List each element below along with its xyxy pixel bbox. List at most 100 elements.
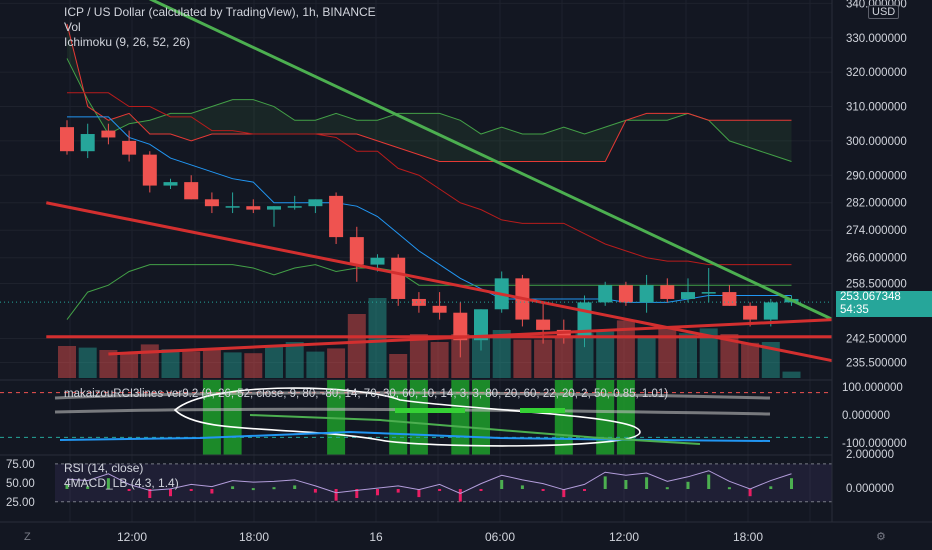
volume-bar bbox=[658, 326, 677, 378]
rci-highlight-bar bbox=[409, 380, 428, 455]
currency-button[interactable]: USD bbox=[868, 5, 900, 19]
candle-body bbox=[184, 182, 199, 200]
volume-bar bbox=[58, 346, 76, 378]
rsi-legend: RSI (14, close) bbox=[64, 461, 144, 475]
candle-body bbox=[660, 285, 675, 299]
rci-line bbox=[249, 414, 701, 445]
volume-bar bbox=[513, 339, 532, 378]
volume-bar bbox=[265, 346, 283, 378]
rsi-tick-label: 75.00 bbox=[6, 459, 35, 471]
senkou-span-b bbox=[66, 23, 792, 163]
volume-bar bbox=[285, 342, 304, 378]
candle-body bbox=[681, 292, 695, 299]
symbol-title: ICP / US Dollar (calculated by TradingVi… bbox=[64, 5, 376, 19]
volume-bar bbox=[223, 352, 242, 378]
rci-signal-mark bbox=[395, 408, 465, 413]
volume-bar bbox=[202, 350, 221, 378]
volume-bar bbox=[741, 342, 760, 378]
candle-body bbox=[391, 257, 406, 299]
volume-bar bbox=[182, 351, 201, 378]
volume-bar bbox=[679, 333, 697, 378]
zoom-icon[interactable]: Z bbox=[24, 531, 31, 543]
macd-bar bbox=[520, 485, 524, 489]
macd-bar bbox=[293, 485, 297, 489]
candle-body bbox=[639, 285, 654, 303]
macd-bar bbox=[251, 488, 255, 491]
macd-bar bbox=[790, 478, 793, 489]
volume-legend: Vol bbox=[64, 20, 81, 34]
price-tick-label: 235.500000 bbox=[846, 358, 907, 370]
candle-body bbox=[453, 312, 468, 341]
candle-body bbox=[308, 199, 323, 207]
macd-bar bbox=[148, 489, 152, 498]
macd-bar bbox=[231, 486, 235, 489]
macd-bar bbox=[106, 478, 110, 489]
macd-bar bbox=[583, 489, 586, 491]
volume-bar bbox=[161, 349, 180, 378]
macd-bar bbox=[438, 489, 442, 491]
last-price-tag: 253.067348 bbox=[836, 291, 932, 304]
macd-bar bbox=[500, 480, 504, 489]
hand-drawn-ellipse bbox=[173, 387, 641, 447]
macd-bar bbox=[769, 486, 773, 489]
macd-bar bbox=[417, 489, 421, 498]
candle-body bbox=[743, 305, 758, 320]
time-tick-label: 18:00 bbox=[733, 530, 763, 544]
ichimoku-cloud bbox=[67, 24, 792, 162]
rci-tick-label: -100.000000 bbox=[842, 438, 907, 450]
volume-bar bbox=[699, 328, 718, 378]
rci-highlight-bar bbox=[616, 380, 635, 455]
macd-bar bbox=[645, 477, 649, 489]
candle-body bbox=[722, 292, 737, 306]
rci-band bbox=[54, 391, 771, 400]
volume-bar bbox=[637, 338, 656, 378]
candle-body bbox=[163, 182, 178, 186]
volume-bar bbox=[554, 338, 573, 378]
time-tick-label: 12:00 bbox=[117, 530, 147, 544]
macd-bar bbox=[334, 489, 338, 501]
candle-body bbox=[618, 285, 633, 303]
candle-body bbox=[142, 154, 157, 186]
macd-bar bbox=[272, 487, 276, 490]
rsi-line bbox=[66, 470, 792, 495]
candle-body bbox=[701, 292, 716, 294]
macd-tick-label: 2.000000 bbox=[846, 449, 894, 461]
time-tick-label: 06:00 bbox=[485, 530, 515, 544]
volume-bar bbox=[389, 354, 408, 378]
candle-body bbox=[598, 285, 613, 303]
rci-line bbox=[59, 430, 771, 442]
volume-bar bbox=[534, 339, 553, 378]
volume-bar bbox=[492, 330, 511, 378]
ichimoku-legend: Ichimoku (9, 26, 52, 26) bbox=[64, 35, 191, 49]
volume-bar bbox=[782, 371, 801, 378]
settings-icon[interactable]: ⚙ bbox=[876, 531, 886, 543]
volume-bar bbox=[327, 348, 346, 378]
macd-bar bbox=[479, 489, 483, 491]
candle-body bbox=[80, 134, 95, 152]
volume-bar bbox=[409, 334, 428, 378]
volume-bar bbox=[78, 347, 97, 378]
candle-body bbox=[246, 206, 261, 210]
volume-bar bbox=[99, 350, 118, 378]
price-tick-label: 258.500000 bbox=[846, 279, 907, 291]
macd-bar bbox=[541, 489, 545, 491]
time-tick-label: 18:00 bbox=[239, 530, 269, 544]
volume-bar bbox=[720, 334, 739, 378]
volume-bar bbox=[140, 344, 159, 378]
volume-bar bbox=[120, 354, 139, 378]
volume-bar bbox=[596, 331, 615, 378]
volume-bar bbox=[761, 342, 780, 378]
candle-body bbox=[267, 206, 281, 210]
price-axis bbox=[832, 0, 932, 550]
price-tick-label: 290.000000 bbox=[846, 170, 907, 182]
price-tick-label: 320.000000 bbox=[846, 67, 907, 79]
macd-bar bbox=[458, 489, 462, 502]
volume-bar bbox=[347, 314, 366, 378]
macd-bar bbox=[355, 489, 359, 498]
macd-bar bbox=[65, 484, 69, 489]
macd-legend: 4MACD_LB (4.3, 1.4) bbox=[64, 476, 179, 490]
trendline-green bbox=[148, 0, 834, 321]
candle-body bbox=[349, 237, 364, 265]
